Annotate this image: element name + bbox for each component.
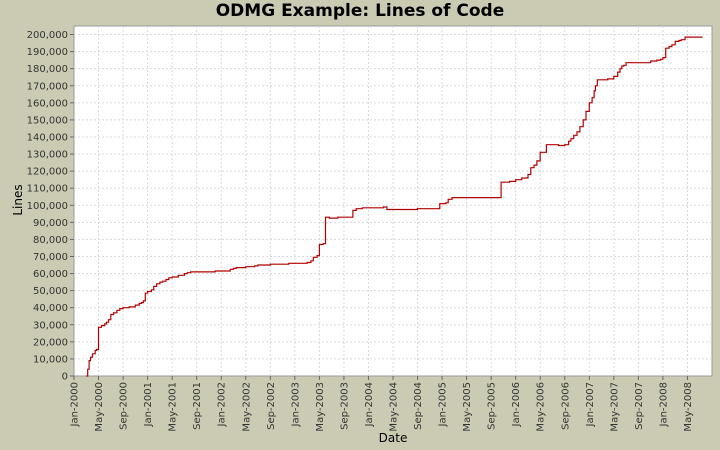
x-tick-label: Jan-2002 bbox=[217, 382, 228, 427]
x-tick-label: Sep-2006 bbox=[560, 382, 571, 430]
y-tick-label: 110,000 bbox=[27, 184, 68, 195]
x-axis: Jan-2000 May-2000 Sep-2000 Jan-2001 May-2001… bbox=[70, 376, 694, 432]
y-tick-label: 140,000 bbox=[27, 132, 68, 143]
series-line-lines-of-code bbox=[86, 36, 703, 377]
x-tick-label: Sep-2002 bbox=[266, 382, 277, 430]
y-tick-label: 150,000 bbox=[27, 115, 68, 126]
y-tick-label: 60,000 bbox=[33, 269, 68, 280]
x-tick-label: Jan-2003 bbox=[290, 382, 301, 427]
x-axis-title: Date bbox=[379, 431, 408, 445]
x-tick-label: May-2005 bbox=[462, 382, 473, 432]
x-tick-label: May-2006 bbox=[536, 382, 547, 432]
y-tick-label: 160,000 bbox=[27, 98, 68, 109]
x-tick-label: Jan-2001 bbox=[143, 382, 154, 427]
y-tick-label: 120,000 bbox=[27, 167, 68, 178]
plot-area bbox=[73, 25, 713, 377]
y-tick-label: 20,000 bbox=[33, 337, 68, 348]
x-tick-label: Jan-2007 bbox=[585, 382, 596, 427]
x-tick-label: May-2001 bbox=[168, 382, 179, 432]
x-tick-label: Jan-2004 bbox=[364, 382, 375, 427]
y-tick-label: 90,000 bbox=[33, 218, 68, 229]
x-tick-label: Sep-2003 bbox=[339, 382, 350, 430]
x-tick-label: May-2007 bbox=[609, 382, 620, 432]
y-tick-label: 180,000 bbox=[27, 64, 68, 75]
chart-title: ODMG Example: Lines of Code bbox=[215, 1, 505, 21]
y-tick-label: 50,000 bbox=[33, 286, 68, 297]
x-tick-label: Jan-2008 bbox=[658, 382, 669, 427]
y-axis-title: Lines bbox=[11, 184, 25, 215]
x-tick-label: Sep-2001 bbox=[192, 382, 203, 430]
x-tick-label: May-2004 bbox=[389, 382, 400, 432]
x-tick-label: Jan-2006 bbox=[511, 382, 522, 427]
y-tick-label: 10,000 bbox=[33, 354, 68, 365]
y-tick-label: 0 bbox=[62, 372, 68, 383]
y-tick-label: 130,000 bbox=[27, 150, 68, 161]
y-tick-label: 100,000 bbox=[27, 201, 68, 212]
x-tick-label: Sep-2004 bbox=[413, 382, 424, 430]
x-tick-label: Sep-2005 bbox=[487, 382, 498, 430]
x-tick-label: May-2003 bbox=[315, 382, 326, 432]
x-tick-label: Sep-2007 bbox=[634, 382, 645, 430]
y-tick-label: 40,000 bbox=[33, 303, 68, 314]
x-tick-label: May-2000 bbox=[94, 382, 105, 432]
y-tick-label: 30,000 bbox=[33, 320, 68, 331]
y-tick-label: 80,000 bbox=[33, 235, 68, 246]
x-tick-label: Sep-2000 bbox=[119, 382, 130, 430]
y-tick-label: 190,000 bbox=[27, 47, 68, 58]
y-tick-label: 170,000 bbox=[27, 81, 68, 92]
y-tick-label: 200,000 bbox=[27, 30, 68, 41]
x-tick-label: Jan-2000 bbox=[70, 382, 81, 427]
x-tick-label: May-2002 bbox=[241, 382, 252, 432]
x-tick-label: May-2008 bbox=[683, 382, 694, 432]
y-axis: 0 10,000 20,000 30,000 40,000 50,000 60,000 70,… bbox=[27, 30, 74, 383]
x-tick-label: Jan-2005 bbox=[438, 382, 449, 427]
y-tick-label: 70,000 bbox=[33, 252, 68, 263]
